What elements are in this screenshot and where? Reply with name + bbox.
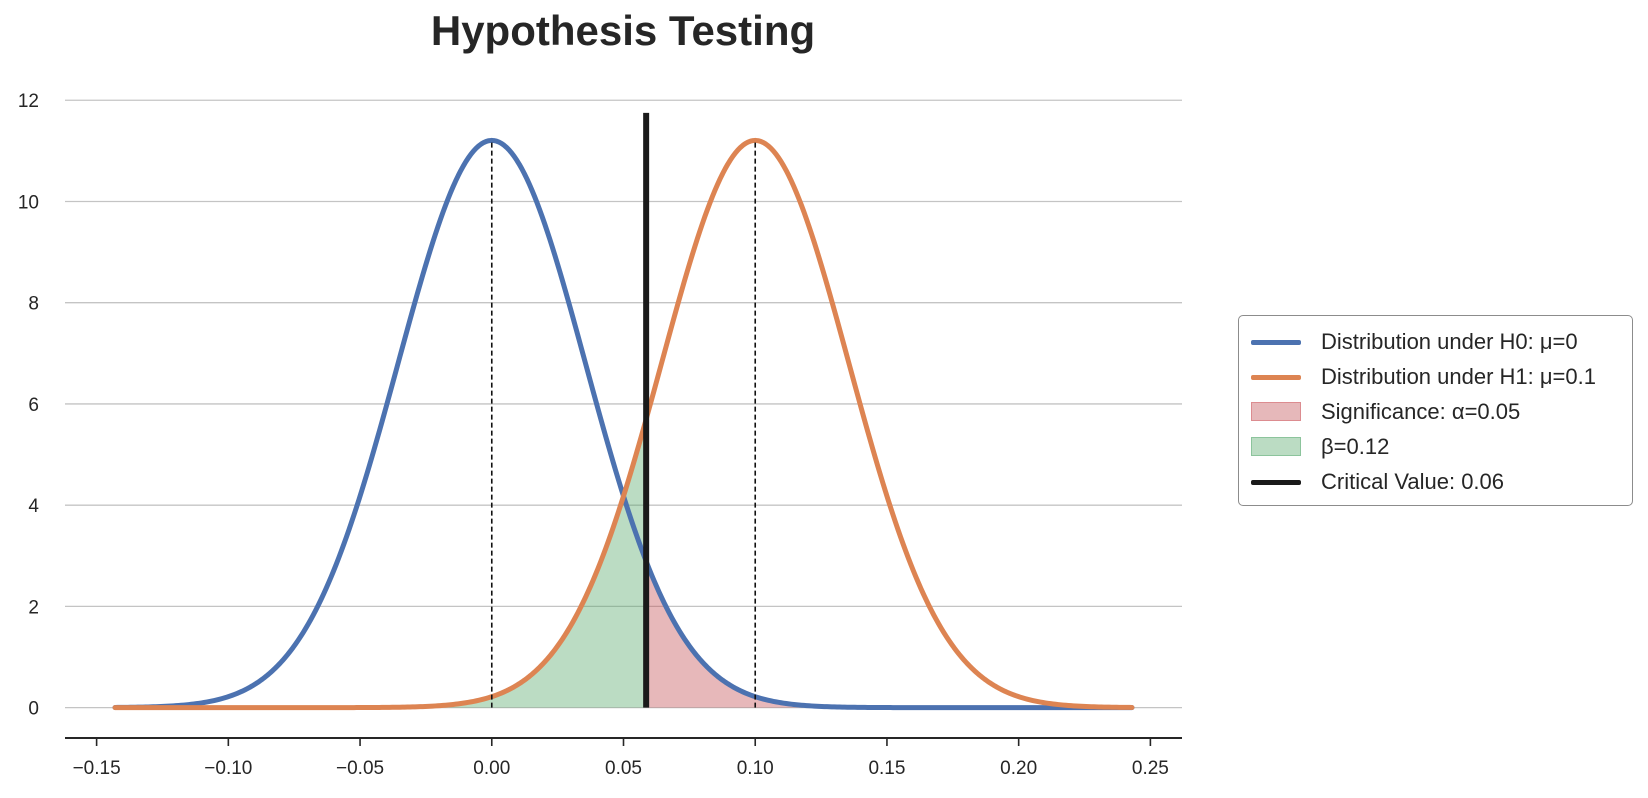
- legend-item-critical-value: Critical Value: 0.06: [1251, 464, 1620, 499]
- y-tick-label: 10: [18, 192, 39, 213]
- legend-item-beta: β=0.12: [1251, 429, 1620, 464]
- legend-item-significance: Significance: α=0.05: [1251, 394, 1620, 429]
- chart-title: Hypothesis Testing: [431, 7, 815, 54]
- x-tick-label: −0.15: [73, 758, 121, 779]
- legend-swatch-beta: [1251, 437, 1301, 456]
- shaded-regions: [115, 419, 1132, 708]
- legend-swatch-h1: [1251, 367, 1301, 387]
- significance-alpha-region: [646, 561, 1132, 708]
- x-tick-label: 0.15: [868, 758, 905, 779]
- y-tick-label: 2: [28, 597, 39, 618]
- distribution-curves: [112, 137, 1135, 711]
- mean-markers: [490, 112, 757, 708]
- y-tick-label: 4: [28, 496, 39, 517]
- axes: 0 2 4 6 8 10 12 −0.15 −0.10 −0.05 0.00 0.05 0.10 0.15…: [18, 91, 1182, 779]
- x-tick-label: 0.25: [1132, 758, 1169, 779]
- legend-label-critical-value: Critical Value: 0.06: [1321, 468, 1505, 494]
- x-tick-label: 0.05: [605, 758, 642, 779]
- x-tick-label: 0.20: [1000, 758, 1037, 779]
- legend-item-h0: Distribution under H0: μ=0: [1251, 324, 1620, 359]
- y-tick-label: 12: [18, 91, 39, 112]
- y-tick-label: 0: [28, 699, 39, 720]
- legend-label-beta: β=0.12: [1321, 433, 1390, 459]
- legend-item-h1: Distribution under H1: μ=0.1: [1251, 359, 1620, 394]
- y-tick-label: 8: [28, 294, 39, 315]
- x-tick-label: 0.00: [473, 758, 510, 779]
- x-tick-label: −0.10: [204, 758, 252, 779]
- chart-legend: Distribution under H0: μ=0 Distribution …: [1238, 315, 1633, 506]
- legend-swatch-critical-value: [1251, 472, 1301, 492]
- x-tick-label: 0.10: [737, 758, 774, 779]
- legend-swatch-significance: [1251, 402, 1301, 421]
- y-tick-label: 6: [28, 395, 39, 416]
- legend-label-h0: Distribution under H0: μ=0: [1321, 328, 1578, 354]
- legend-label-h1: Distribution under H1: μ=0.1: [1321, 363, 1596, 389]
- legend-swatch-h0: [1251, 332, 1301, 352]
- x-tick-label: −0.05: [336, 758, 384, 779]
- legend-label-significance: Significance: α=0.05: [1321, 398, 1521, 424]
- beta-region: [115, 419, 647, 708]
- h1-distribution-curve: [112, 137, 1135, 711]
